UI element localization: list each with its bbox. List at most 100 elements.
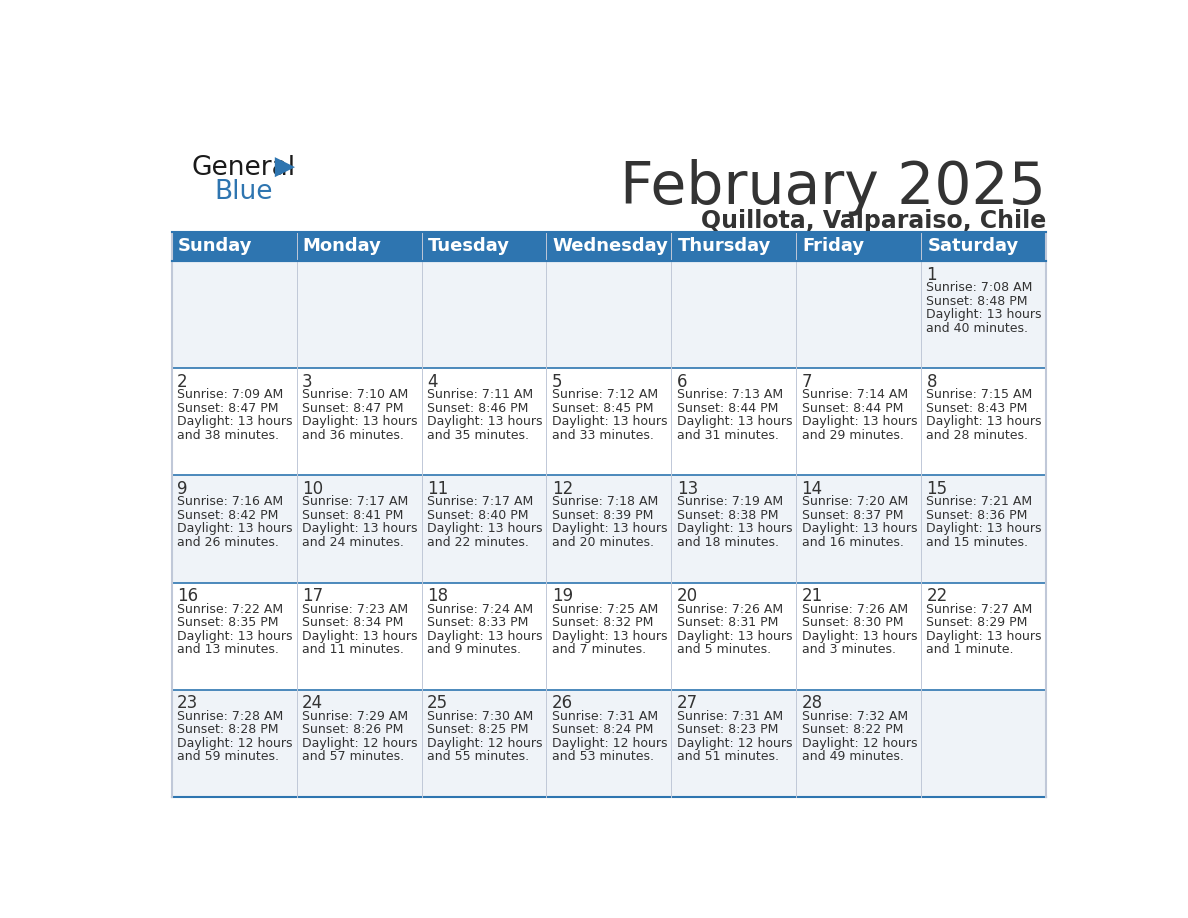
Text: Sunset: 8:47 PM: Sunset: 8:47 PM <box>177 402 279 415</box>
Text: Sunrise: 7:31 AM: Sunrise: 7:31 AM <box>552 710 658 722</box>
Text: Daylight: 13 hours: Daylight: 13 hours <box>552 522 668 535</box>
Text: Daylight: 13 hours: Daylight: 13 hours <box>177 522 292 535</box>
Text: Sunrise: 7:20 AM: Sunrise: 7:20 AM <box>802 496 908 509</box>
Bar <box>921 476 1045 583</box>
Bar <box>546 261 671 368</box>
Bar <box>671 583 796 689</box>
Text: Daylight: 13 hours: Daylight: 13 hours <box>177 630 292 643</box>
Text: Sunrise: 7:24 AM: Sunrise: 7:24 AM <box>426 602 533 616</box>
Bar <box>546 368 671 476</box>
Text: Daylight: 13 hours: Daylight: 13 hours <box>177 415 292 428</box>
Text: and 16 minutes.: and 16 minutes. <box>802 536 904 549</box>
Text: Daylight: 13 hours: Daylight: 13 hours <box>552 630 668 643</box>
Text: Tuesday: Tuesday <box>428 238 510 255</box>
Text: Sunset: 8:47 PM: Sunset: 8:47 PM <box>302 402 404 415</box>
Text: and 53 minutes.: and 53 minutes. <box>552 750 653 763</box>
Bar <box>796 261 921 368</box>
Text: and 33 minutes.: and 33 minutes. <box>552 429 653 442</box>
Bar <box>422 368 546 476</box>
Text: and 38 minutes.: and 38 minutes. <box>177 429 279 442</box>
Text: Thursday: Thursday <box>677 238 771 255</box>
Text: Daylight: 12 hours: Daylight: 12 hours <box>802 737 917 750</box>
Text: 7: 7 <box>802 373 813 391</box>
Text: and 31 minutes.: and 31 minutes. <box>677 429 778 442</box>
Text: Daylight: 13 hours: Daylight: 13 hours <box>802 415 917 428</box>
Text: Monday: Monday <box>303 238 381 255</box>
Text: Sunset: 8:22 PM: Sunset: 8:22 PM <box>802 723 903 736</box>
Text: and 36 minutes.: and 36 minutes. <box>302 429 404 442</box>
Text: Sunrise: 7:17 AM: Sunrise: 7:17 AM <box>302 496 409 509</box>
Text: and 55 minutes.: and 55 minutes. <box>426 750 529 763</box>
Bar <box>671 476 796 583</box>
Text: Sunrise: 7:11 AM: Sunrise: 7:11 AM <box>426 388 533 401</box>
Text: Sunset: 8:26 PM: Sunset: 8:26 PM <box>302 723 404 736</box>
Text: Sunrise: 7:16 AM: Sunrise: 7:16 AM <box>177 496 283 509</box>
Bar <box>796 689 921 797</box>
Bar <box>921 689 1045 797</box>
Text: Sunset: 8:40 PM: Sunset: 8:40 PM <box>426 509 529 522</box>
Text: Sunset: 8:44 PM: Sunset: 8:44 PM <box>802 402 903 415</box>
Bar <box>297 583 422 689</box>
Bar <box>546 583 671 689</box>
Bar <box>671 261 796 368</box>
Text: Wednesday: Wednesday <box>552 238 669 255</box>
Text: 28: 28 <box>802 694 823 712</box>
Bar <box>921 368 1045 476</box>
Text: Sunrise: 7:08 AM: Sunrise: 7:08 AM <box>927 281 1032 294</box>
Text: Sunset: 8:23 PM: Sunset: 8:23 PM <box>677 723 778 736</box>
Text: Sunrise: 7:13 AM: Sunrise: 7:13 AM <box>677 388 783 401</box>
Text: Sunrise: 7:12 AM: Sunrise: 7:12 AM <box>552 388 658 401</box>
Text: Daylight: 13 hours: Daylight: 13 hours <box>927 415 1042 428</box>
Text: Sunset: 8:38 PM: Sunset: 8:38 PM <box>677 509 778 522</box>
Text: and 49 minutes.: and 49 minutes. <box>802 750 904 763</box>
Text: 17: 17 <box>302 588 323 605</box>
Bar <box>546 476 671 583</box>
Text: Daylight: 13 hours: Daylight: 13 hours <box>677 415 792 428</box>
Text: Sunset: 8:31 PM: Sunset: 8:31 PM <box>677 616 778 629</box>
Polygon shape <box>274 157 295 177</box>
Text: Sunset: 8:35 PM: Sunset: 8:35 PM <box>177 616 279 629</box>
Text: Sunrise: 7:17 AM: Sunrise: 7:17 AM <box>426 496 533 509</box>
Text: Sunrise: 7:21 AM: Sunrise: 7:21 AM <box>927 496 1032 509</box>
Text: 1: 1 <box>927 265 937 284</box>
Text: Sunrise: 7:22 AM: Sunrise: 7:22 AM <box>177 602 283 616</box>
Bar <box>172 583 297 689</box>
Text: Daylight: 12 hours: Daylight: 12 hours <box>552 737 668 750</box>
Text: Sunrise: 7:10 AM: Sunrise: 7:10 AM <box>302 388 409 401</box>
Text: 25: 25 <box>426 694 448 712</box>
Text: Friday: Friday <box>802 238 865 255</box>
Text: Sunrise: 7:19 AM: Sunrise: 7:19 AM <box>677 496 783 509</box>
Text: Blue: Blue <box>214 179 273 206</box>
Text: Sunset: 8:46 PM: Sunset: 8:46 PM <box>426 402 529 415</box>
Text: and 5 minutes.: and 5 minutes. <box>677 644 771 656</box>
Bar <box>796 583 921 689</box>
Text: Sunrise: 7:30 AM: Sunrise: 7:30 AM <box>426 710 533 722</box>
Bar <box>297 476 422 583</box>
Text: 20: 20 <box>677 588 697 605</box>
Text: 10: 10 <box>302 480 323 498</box>
Text: Sunrise: 7:27 AM: Sunrise: 7:27 AM <box>927 602 1032 616</box>
Text: and 9 minutes.: and 9 minutes. <box>426 644 522 656</box>
Text: 18: 18 <box>426 588 448 605</box>
Text: Daylight: 13 hours: Daylight: 13 hours <box>302 522 417 535</box>
Text: Sunset: 8:33 PM: Sunset: 8:33 PM <box>426 616 529 629</box>
Text: Sunrise: 7:28 AM: Sunrise: 7:28 AM <box>177 710 284 722</box>
Text: and 20 minutes.: and 20 minutes. <box>552 536 653 549</box>
Text: Sunrise: 7:26 AM: Sunrise: 7:26 AM <box>802 602 908 616</box>
Text: Daylight: 13 hours: Daylight: 13 hours <box>927 630 1042 643</box>
Text: Sunrise: 7:29 AM: Sunrise: 7:29 AM <box>302 710 409 722</box>
Text: 21: 21 <box>802 588 823 605</box>
Text: 11: 11 <box>426 480 448 498</box>
Bar <box>921 261 1045 368</box>
Text: 13: 13 <box>677 480 699 498</box>
Text: Daylight: 13 hours: Daylight: 13 hours <box>426 415 543 428</box>
Text: 26: 26 <box>552 694 573 712</box>
Text: General: General <box>191 155 296 181</box>
Text: February 2025: February 2025 <box>620 159 1045 216</box>
Text: 14: 14 <box>802 480 823 498</box>
Bar <box>796 476 921 583</box>
Text: Daylight: 13 hours: Daylight: 13 hours <box>302 630 417 643</box>
Text: and 51 minutes.: and 51 minutes. <box>677 750 778 763</box>
Text: 6: 6 <box>677 373 687 391</box>
Bar <box>172 368 297 476</box>
